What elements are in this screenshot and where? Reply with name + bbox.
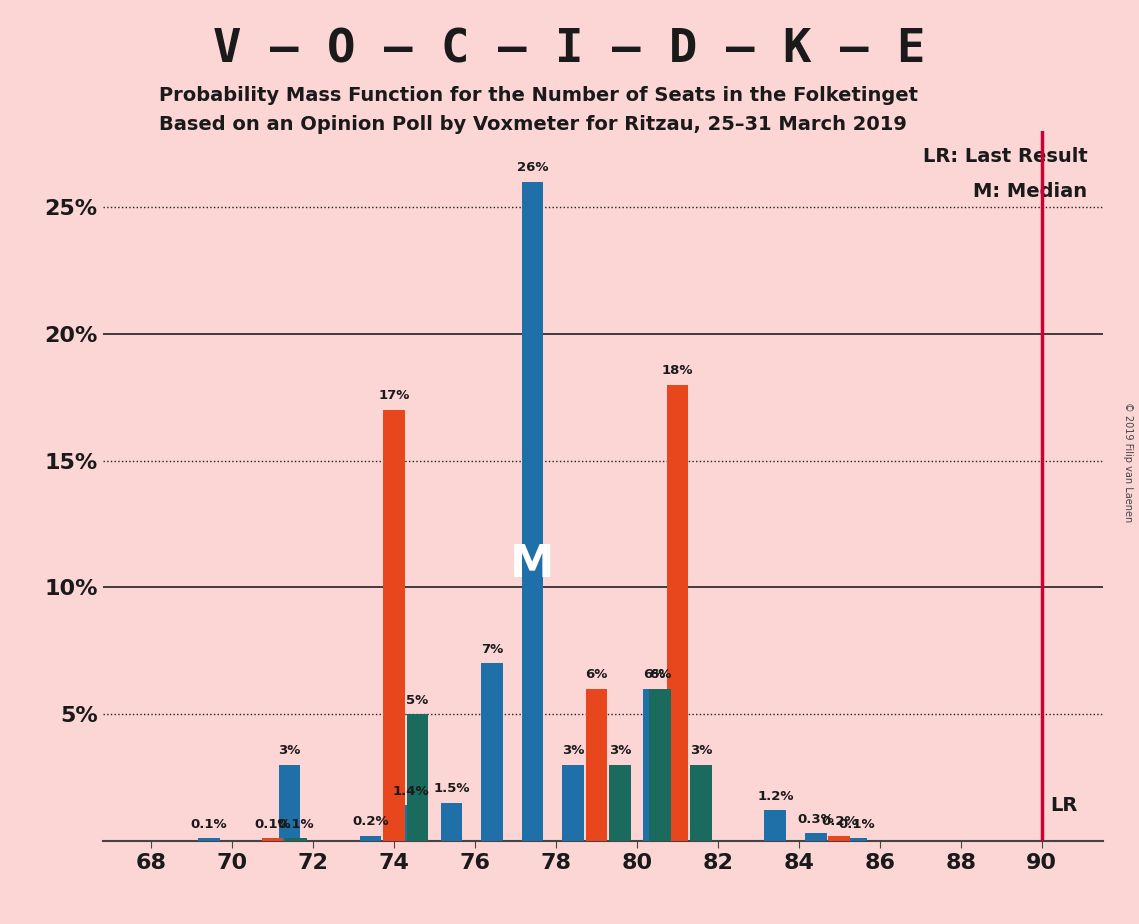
Text: 6%: 6% xyxy=(649,668,672,681)
Bar xyxy=(562,765,584,841)
Bar xyxy=(644,688,665,841)
Bar xyxy=(360,836,382,841)
Text: M: M xyxy=(510,542,555,586)
Text: 3%: 3% xyxy=(690,744,712,757)
Text: 17%: 17% xyxy=(378,389,410,402)
Text: 1.4%: 1.4% xyxy=(393,784,429,797)
Text: 6%: 6% xyxy=(642,668,665,681)
Text: 0.1%: 0.1% xyxy=(254,818,290,831)
Bar xyxy=(585,688,607,841)
Bar xyxy=(441,803,462,841)
Bar xyxy=(383,410,405,841)
Bar xyxy=(609,765,631,841)
Bar xyxy=(764,810,786,841)
Bar xyxy=(522,182,543,841)
Bar xyxy=(828,836,851,841)
Text: LR: LR xyxy=(1050,796,1077,816)
Bar xyxy=(285,838,308,841)
Bar xyxy=(845,838,867,841)
Bar xyxy=(400,806,421,841)
Bar xyxy=(407,714,428,841)
Text: 0.1%: 0.1% xyxy=(190,818,227,831)
Text: 26%: 26% xyxy=(517,162,548,175)
Text: M: Median: M: Median xyxy=(974,182,1088,201)
Text: Based on an Opinion Poll by Voxmeter for Ritzau, 25–31 March 2019: Based on an Opinion Poll by Voxmeter for… xyxy=(159,115,908,134)
Text: 0.3%: 0.3% xyxy=(797,812,834,826)
Bar xyxy=(666,384,688,841)
Text: Probability Mass Function for the Number of Seats in the Folketinget: Probability Mass Function for the Number… xyxy=(159,86,918,105)
Text: 1.2%: 1.2% xyxy=(757,790,794,803)
Text: LR: Last Result: LR: Last Result xyxy=(923,147,1088,165)
Bar xyxy=(649,688,671,841)
Text: 18%: 18% xyxy=(662,364,694,377)
Text: 0.2%: 0.2% xyxy=(821,815,858,828)
Text: 7%: 7% xyxy=(481,643,503,656)
Text: 0.1%: 0.1% xyxy=(838,818,875,831)
Text: 6%: 6% xyxy=(585,668,607,681)
Bar xyxy=(279,765,301,841)
Text: 3%: 3% xyxy=(608,744,631,757)
Text: 0.2%: 0.2% xyxy=(352,815,388,828)
Text: © 2019 Filip van Laenen: © 2019 Filip van Laenen xyxy=(1123,402,1132,522)
Bar xyxy=(481,663,503,841)
Text: 1.5%: 1.5% xyxy=(433,783,469,796)
Text: 3%: 3% xyxy=(562,744,584,757)
Bar xyxy=(262,838,284,841)
Bar xyxy=(805,833,827,841)
Bar xyxy=(198,838,220,841)
Text: 5%: 5% xyxy=(407,694,428,707)
Text: 0.1%: 0.1% xyxy=(278,818,314,831)
Bar xyxy=(690,765,712,841)
Text: 3%: 3% xyxy=(278,744,301,757)
Text: V – O – C – I – D – K – E: V – O – C – I – D – K – E xyxy=(213,28,926,73)
